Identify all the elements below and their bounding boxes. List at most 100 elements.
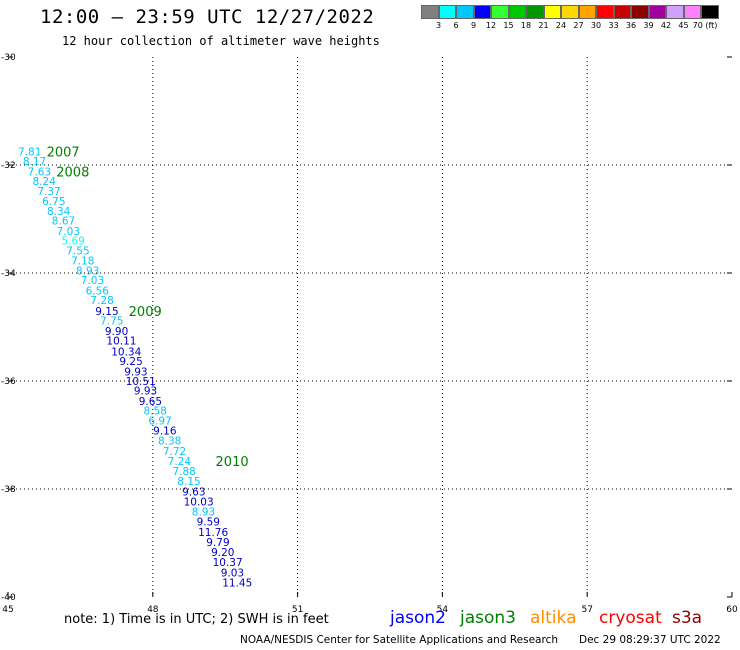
wave-height-label: 7.03	[81, 275, 104, 287]
satellite-cryosat: cryosat	[599, 608, 662, 628]
wave-height-label: 7.18	[71, 256, 94, 268]
wave-height-label: 10.51	[126, 376, 156, 388]
legend-tick-label: 3	[435, 21, 442, 30]
wave-height-label: 7.72	[163, 446, 186, 458]
wave-height-label: 9.25	[119, 356, 142, 368]
legend-tick-label: 70 (ft)	[692, 21, 718, 30]
wave-height-label: 9.93	[124, 366, 147, 378]
wave-height-label: 8.93	[192, 507, 215, 519]
wave-height-label: 8.58	[144, 406, 167, 418]
wave-height-label: 9.79	[206, 537, 229, 549]
wave-height-label: 6.75	[42, 196, 65, 208]
y-tick-label: -40	[1, 593, 16, 603]
legend-tick-label: 18	[520, 21, 532, 30]
legend-swatch	[473, 5, 491, 19]
wave-height-label: 9.20	[211, 547, 234, 559]
x-tick-label: 45	[2, 605, 13, 615]
legend-tick-label: 9	[470, 21, 477, 30]
legend-swatch	[666, 5, 684, 19]
wave-height-label: 8.24	[33, 176, 57, 188]
wave-height-label: 6.56	[86, 285, 110, 297]
wave-height-label: 8.93	[76, 265, 99, 277]
legend-tick-label: 36	[625, 21, 637, 30]
wave-height-label: 9.59	[197, 516, 220, 528]
wave-height-label: 7.75	[100, 316, 123, 328]
wave-height-label: 9.16	[153, 426, 177, 438]
legend-tick-label: 12	[485, 21, 497, 30]
legend-tick-label: 15	[503, 21, 514, 30]
color-scale-ticks: 3 6 9 12 15 18 21 24 27 30 33 36 39 42 45 70 (ft)	[421, 19, 740, 31]
x-tick-label: 54	[437, 605, 449, 615]
wave-height-label: 11.76	[198, 527, 228, 539]
chart-title: 12:00 – 23:59 UTC 12/27/2022	[40, 6, 375, 28]
legend-swatch	[578, 5, 596, 19]
legend-swatch	[526, 5, 544, 19]
credit-line: NOAA/NESDIS Center for Satellite Applica…	[240, 634, 558, 646]
wave-height-label: 5.69	[61, 236, 84, 248]
y-tick-label: -32	[1, 161, 16, 171]
wave-height-label: 9.93	[134, 386, 157, 398]
time-label: 2008	[56, 165, 89, 180]
legend-swatch	[543, 5, 561, 19]
legend-swatch	[648, 5, 666, 19]
legend-tick-label: 27	[573, 21, 584, 30]
wave-height-label: 9.65	[139, 396, 162, 408]
wave-height-label: 10.11	[106, 336, 136, 348]
legend-swatch	[438, 5, 456, 19]
wave-height-label: 8.17	[23, 156, 46, 168]
color-scale-swatches	[421, 5, 740, 19]
y-tick-label: -34	[1, 269, 16, 279]
wave-height-label: 8.15	[177, 476, 200, 488]
wave-height-label: 8.34	[47, 206, 71, 218]
wave-height-label: 6.97	[148, 415, 171, 427]
legend-swatch	[596, 5, 614, 19]
legend-swatch	[701, 5, 719, 19]
y-tick-label: -38	[1, 485, 16, 495]
wave-height-label: 10.03	[184, 496, 214, 508]
wave-height-label: 10.37	[213, 557, 243, 569]
legend-tick-label: 39	[643, 21, 654, 30]
legend-swatch	[561, 5, 579, 19]
legend-tick-label: 30	[590, 21, 602, 30]
wave-height-label: 8.38	[158, 435, 181, 447]
wave-height-label: 9.15	[95, 306, 118, 318]
y-tick-label: -30	[1, 53, 16, 63]
x-tick-label: 57	[581, 605, 592, 615]
legend-swatch	[456, 5, 474, 19]
wave-height-label: 7.55	[66, 245, 89, 257]
wave-height-label: 7.37	[37, 186, 60, 198]
wave-height-label: 7.28	[90, 295, 113, 307]
legend-tick-label: 6	[453, 21, 459, 30]
footer-note: note: 1) Time is in UTC; 2) SWH is in fe…	[64, 612, 329, 627]
chart-subtitle: 12 hour collection of altimeter wave hei…	[62, 34, 380, 48]
legend-tick-label: 33	[608, 21, 619, 30]
legend-tick-label: 42	[660, 21, 672, 30]
x-tick-label: 48	[147, 605, 159, 615]
legend-tick-label: 21	[538, 21, 549, 30]
wave-height-label: 9.03	[221, 568, 244, 580]
y-tick-label: -36	[1, 377, 16, 387]
wave-height-label: 9.90	[105, 326, 128, 338]
wave-height-label: 10.34	[111, 346, 141, 358]
x-tick-label: 60	[726, 605, 738, 615]
wave-height-label: 9.63	[182, 487, 205, 499]
x-tick-label: 51	[292, 605, 303, 615]
wave-height-label: 7.24	[168, 456, 192, 468]
legend-swatch	[631, 5, 649, 19]
satellite-jason2: jason2	[390, 608, 446, 628]
legend-swatch	[683, 5, 701, 19]
color-scale-legend: 3 6 9 12 15 18 21 24 27 30 33 36 39 42 45 70 (ft)	[421, 5, 740, 31]
satellite-altika: altika	[530, 608, 577, 628]
legend-swatch	[421, 5, 439, 19]
legend-tick-label: 24	[555, 21, 567, 30]
time-label: 2009	[129, 305, 162, 320]
legend-swatch	[491, 5, 509, 19]
wave-height-label: 7.63	[28, 166, 51, 178]
time-label: 2007	[47, 146, 80, 161]
legend-swatch	[613, 5, 631, 19]
legend-tick-label: 45	[678, 21, 689, 30]
wave-height-label: 7.81	[18, 147, 41, 159]
satellite-s3a: s3a	[672, 608, 703, 628]
legend-swatch	[508, 5, 526, 19]
